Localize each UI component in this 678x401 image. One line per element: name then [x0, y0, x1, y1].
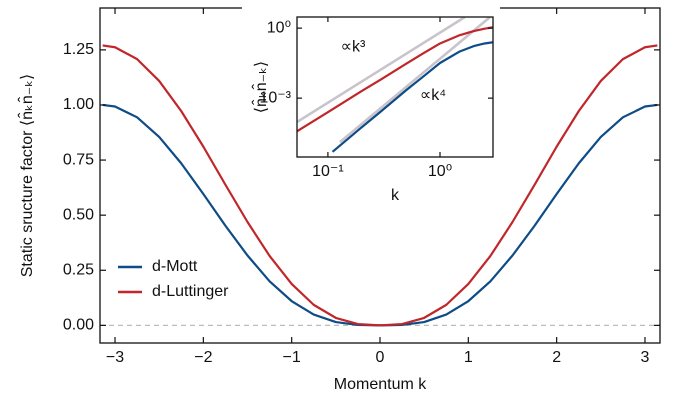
plot-frame	[296, 16, 494, 158]
x-tick-label: −2	[194, 349, 212, 366]
annotation: ∝k³	[341, 39, 366, 56]
y-tick-label: 0.50	[63, 206, 94, 223]
inset-background	[242, 7, 500, 205]
x-tick-label: −3	[106, 349, 124, 366]
data-line	[102, 44, 658, 327]
data-line	[331, 41, 493, 153]
y-tick-label: 10⁰	[267, 19, 291, 36]
y-axis-label: ⟨n̂ₖn̂₋ₖ⟩	[251, 61, 271, 113]
x-tick-label: 10⁻¹	[312, 163, 344, 180]
plot-area	[297, 17, 493, 153]
legend-label: d-Luttinger	[152, 283, 229, 300]
guide-line	[297, 17, 466, 124]
x-tick-label: 2	[552, 349, 561, 366]
y-tick-label: 0.00	[63, 317, 94, 334]
y-tick-label: 1.00	[63, 96, 94, 113]
x-axis-label: Momentum k	[334, 376, 427, 393]
plot-area	[100, 44, 660, 327]
x-tick-label: 3	[641, 349, 650, 366]
y-axis-label: Static sructure factor ⟨n̂ₖn̂₋ₖ⟩	[17, 74, 37, 278]
y-tick-label: 0.75	[63, 151, 94, 168]
y-tick-label: 10⁻³	[259, 89, 291, 106]
x-axis-label: k	[391, 187, 400, 204]
y-tick-label: 1.25	[63, 41, 94, 58]
x-tick-label: 0	[376, 349, 385, 366]
x-tick-label: −1	[283, 349, 301, 366]
y-tick-label: 0.25	[63, 261, 94, 278]
annotation: ∝k⁴	[420, 87, 446, 104]
guide-line	[339, 17, 491, 144]
x-tick-label: 1	[464, 349, 473, 366]
data-line	[297, 26, 493, 133]
legend-label: d-Mott	[152, 258, 198, 275]
x-tick-label: 10⁰	[428, 163, 452, 180]
